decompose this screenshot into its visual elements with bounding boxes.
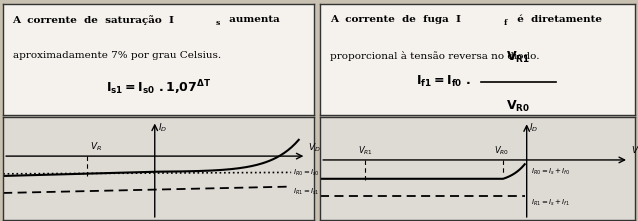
Text: $I_{R0} = I_s + I_{f0}$: $I_{R0} = I_s + I_{f0}$ — [531, 167, 570, 177]
Text: aproximadamente 7% por grau Celsius.: aproximadamente 7% por grau Celsius. — [13, 51, 221, 60]
Text: $V_D$: $V_D$ — [308, 141, 321, 154]
Text: $I_{R1} = I_{s1} + I_f$: $I_{R1} = I_{s1} + I_f$ — [293, 187, 333, 198]
Text: $V_R$: $V_R$ — [89, 141, 101, 153]
Text: $V_{R1}$: $V_{R1}$ — [358, 145, 373, 157]
Text: $V_{R0}$: $V_{R0}$ — [494, 145, 508, 157]
Text: A  corrente  de  saturação  I: A corrente de saturação I — [13, 15, 175, 25]
Text: $\mathbf{V_{R0}}$: $\mathbf{V_{R0}}$ — [507, 99, 530, 114]
Text: s: s — [216, 19, 220, 27]
Text: $I_{R0} = I_{s0} + I_f$: $I_{R0} = I_{s0} + I_f$ — [293, 168, 333, 178]
Text: $I_D$: $I_D$ — [158, 121, 167, 134]
Text: $\mathbf{I_{f1} = I_{f0}\ .}$: $\mathbf{I_{f1} = I_{f0}\ .}$ — [417, 74, 471, 89]
Text: A  corrente  de  fuga  I: A corrente de fuga I — [330, 15, 461, 25]
Text: aumenta: aumenta — [222, 15, 280, 25]
Text: $\mathbf{I_{s1} = I_{s0}\ .1{,}07^{\Delta T}}$: $\mathbf{I_{s1} = I_{s0}\ .1{,}07^{\Delt… — [106, 78, 211, 97]
Text: f: f — [503, 19, 507, 27]
Text: $I_{R1} = I_s + I_{f1}$: $I_{R1} = I_s + I_{f1}$ — [531, 198, 570, 208]
Text: é  diretamente: é diretamente — [510, 15, 602, 25]
Text: $I_D$: $I_D$ — [529, 121, 538, 134]
Text: $V_D$: $V_D$ — [631, 145, 638, 157]
Text: proporcional à tensão reversa no diodo.: proporcional à tensão reversa no diodo. — [330, 51, 539, 61]
Text: $\mathbf{V_{R1}}$: $\mathbf{V_{R1}}$ — [507, 50, 530, 65]
